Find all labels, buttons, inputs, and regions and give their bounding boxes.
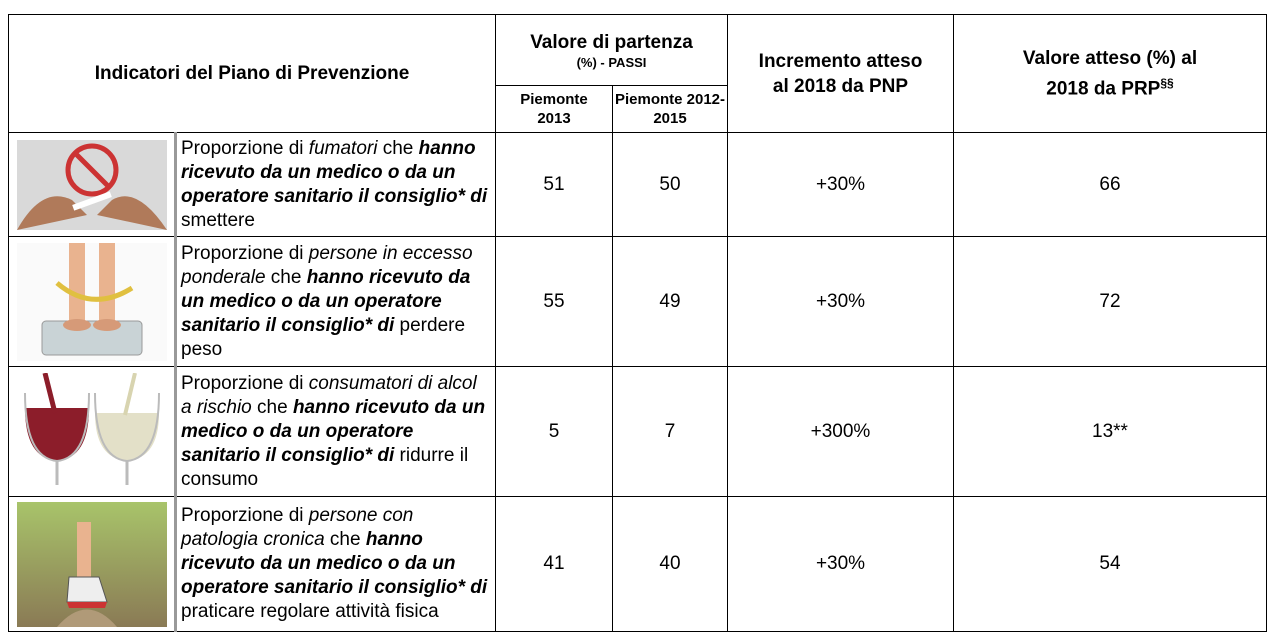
description-segment: persone con patologia cronica: [181, 505, 414, 550]
value-cell: 49: [612, 236, 728, 367]
value-cell: 41: [495, 496, 613, 632]
photo: [16, 242, 167, 361]
value-text: +30%: [815, 553, 866, 574]
header-superscript: §§: [1160, 75, 1174, 90]
value-text: +30%: [815, 173, 866, 195]
description-segment: smettere: [181, 209, 255, 231]
image-cell: [8, 366, 176, 497]
value-text: 5: [548, 420, 560, 442]
value-text: +30%: [815, 290, 866, 312]
table-row: Proporzione di fumatori che hanno ricevu…: [8, 132, 1267, 237]
value-cell: 54: [953, 496, 1267, 632]
value-cell: +30%: [727, 236, 954, 367]
header-subtext: (%) - PASSI: [576, 54, 647, 70]
value-text: 49: [659, 290, 681, 312]
value-cell: 72: [953, 236, 1267, 367]
photo: [16, 372, 167, 491]
value-cell: 50: [612, 132, 728, 237]
value-text: 66: [1099, 173, 1121, 195]
header-text: Indicatori del Piano di Prevenzione: [94, 63, 410, 84]
table: Indicatori del Piano di Prevenzione Valo…: [8, 14, 1267, 632]
value-cell: +30%: [727, 496, 954, 632]
value-cell: 5: [495, 366, 613, 497]
description-segment: hanno ricevuto da un medico o da un oper…: [181, 137, 488, 207]
value-text: 40: [659, 553, 681, 574]
description-cell: Proporzione di persone con patologia cro…: [174, 496, 496, 632]
header-cell: Piemonte 2012-2015: [612, 85, 728, 133]
header-text: Piemonte 2012-2015: [614, 91, 726, 127]
description-cell: Proporzione di persone in eccesso ponder…: [174, 236, 496, 367]
value-cell: 51: [495, 132, 613, 237]
description-segment: che: [377, 137, 419, 159]
description-segment: persone in eccesso ponderale: [181, 242, 473, 288]
image-cell: [8, 132, 176, 237]
value-text: 50: [659, 173, 681, 195]
header-cell: Valore atteso (%) al 2018 da PRP§§: [953, 14, 1267, 133]
value-cell: +30%: [727, 132, 954, 237]
value-cell: 40: [612, 496, 728, 632]
description-segment: Proporzione di: [181, 137, 309, 159]
value-cell: 13**: [953, 366, 1267, 497]
description-segment: hanno ricevuto da un medico o da un oper…: [181, 266, 471, 336]
description-segment: perdere peso: [181, 314, 466, 360]
description-segment: fumatori: [308, 137, 378, 159]
value-text: 41: [543, 553, 565, 574]
value-text: 13**: [1092, 420, 1128, 442]
header-text: Piemonte 2013: [520, 91, 588, 127]
photo: [16, 139, 167, 230]
header-row: Indicatori del Piano di Prevenzione Valo…: [8, 14, 1267, 133]
description-segment: che: [324, 529, 366, 550]
description-segment: hanno ricevuto da un medico o da un oper…: [181, 529, 488, 598]
value-text: +300%: [810, 420, 871, 442]
photo: [16, 501, 167, 627]
image-cell: [8, 496, 176, 632]
value-cell: +300%: [727, 366, 954, 497]
description-cell: Proporzione di consumatori di alcol a ri…: [174, 366, 496, 497]
header-cell: Incremento atteso al 2018 da PNP: [727, 14, 954, 133]
header-cell: Piemonte 2013: [495, 85, 613, 133]
value-text: 54: [1099, 553, 1121, 574]
header-text: Valore di partenza: [530, 31, 693, 53]
description-segment: hanno ricevuto da un medico o da un oper…: [181, 396, 486, 466]
description-segment: Proporzione di: [181, 372, 309, 394]
value-text: 72: [1099, 290, 1121, 312]
description-segment: consumatori di alcol a rischio: [181, 372, 477, 418]
image-cell: [8, 236, 176, 367]
header-cell: Valore di partenza (%) - PASSI: [495, 14, 728, 86]
table-row: Proporzione di persone con patologia cro…: [8, 496, 1267, 632]
table-row: Proporzione di consumatori di alcol a ri…: [8, 366, 1267, 497]
value-text: 55: [543, 290, 565, 312]
description-segment: praticare regolare attività fisica: [181, 601, 439, 622]
value-cell: 66: [953, 132, 1267, 237]
description-segment: che: [265, 266, 307, 288]
value-cell: 7: [612, 366, 728, 497]
header-row: Piemonte 2013 Piemonte 2012-2015: [9, 85, 1267, 133]
header-text: Valore atteso (%) al 2018 da PRP: [1022, 47, 1198, 100]
header-text: Incremento atteso al 2018 da PNP: [758, 50, 923, 97]
header-cell: Indicatori del Piano di Prevenzione: [8, 14, 496, 133]
description-segment: Proporzione di: [181, 505, 309, 526]
table-row: Proporzione di persone in eccesso ponder…: [8, 236, 1267, 367]
description-cell: Proporzione di fumatori che hanno ricevu…: [174, 132, 496, 237]
description-segment: ridurre il consumo: [181, 444, 469, 490]
value-text: 51: [543, 173, 565, 195]
description-segment: che: [251, 396, 293, 418]
value-text: 7: [664, 420, 676, 442]
description-segment: Proporzione di: [181, 242, 309, 264]
value-cell: 55: [495, 236, 613, 367]
